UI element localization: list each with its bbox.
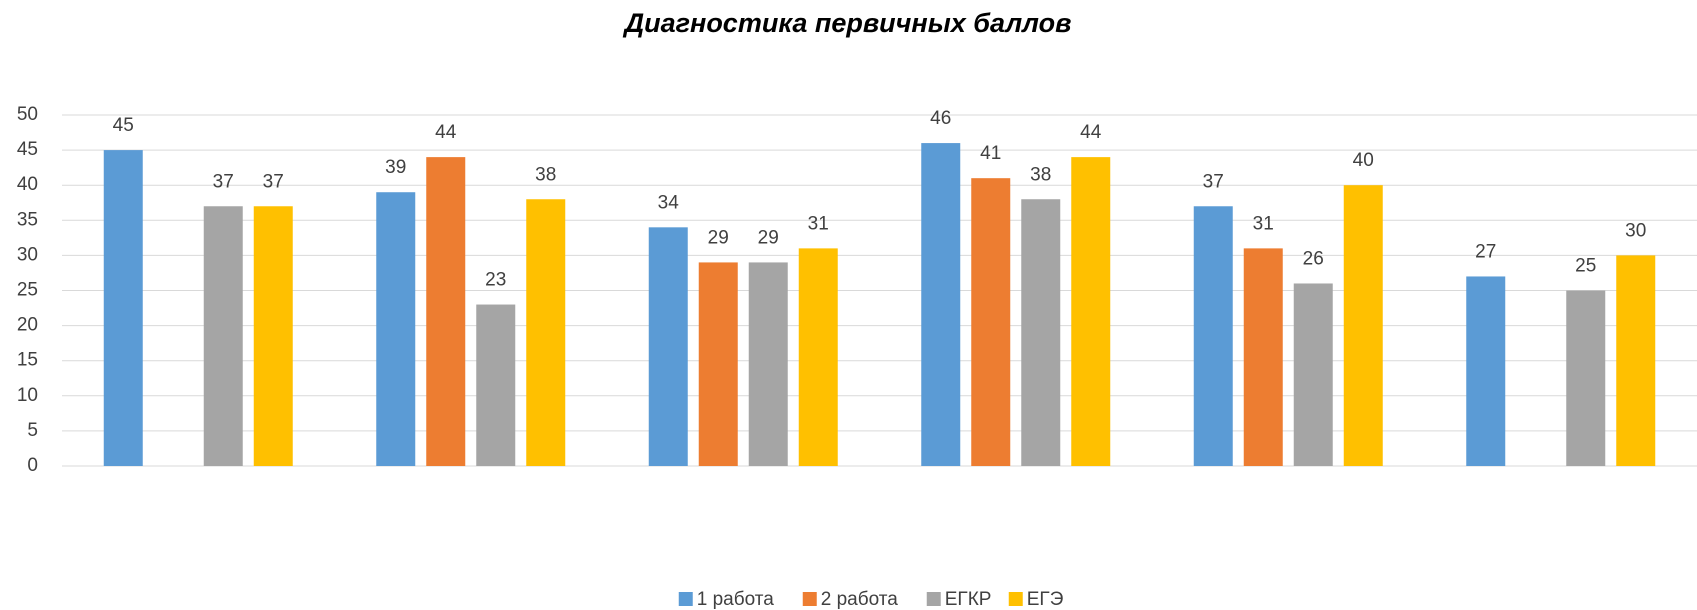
bar [1616, 255, 1656, 466]
legend-label: 1 работа [697, 589, 775, 610]
bar [971, 178, 1011, 466]
data-label: 25 [1575, 256, 1596, 277]
y-tick-label: 25 [17, 280, 38, 301]
data-label: 37 [1203, 171, 1224, 192]
bar [476, 304, 516, 466]
legend-label: ЕГКР [945, 589, 992, 610]
legend-label: ЕГЭ [1027, 589, 1064, 610]
bar [1021, 199, 1061, 467]
y-tick-label: 30 [17, 244, 38, 265]
chart-title: Диагностика первичных баллов [623, 8, 1072, 38]
data-label: 41 [980, 143, 1001, 164]
data-label: 30 [1625, 220, 1646, 241]
data-label: 31 [1253, 213, 1274, 234]
bar [1293, 283, 1333, 466]
y-tick-label: 5 [27, 420, 38, 441]
bar [798, 248, 838, 466]
bar [1466, 276, 1506, 466]
data-label: 46 [930, 108, 951, 129]
legend-label: 2 работа [821, 589, 899, 610]
bar [648, 227, 688, 466]
bar [526, 199, 566, 467]
bar [376, 192, 416, 466]
y-tick-label: 0 [27, 455, 38, 476]
bar [103, 150, 143, 466]
data-label: 26 [1303, 248, 1324, 269]
data-label: 44 [1080, 122, 1102, 143]
bar [748, 262, 788, 466]
data-label: 37 [213, 171, 234, 192]
legend-swatch [678, 592, 693, 606]
y-tick-label: 20 [17, 315, 38, 336]
bar [1243, 248, 1283, 466]
bar [203, 206, 243, 466]
data-label: 45 [113, 115, 134, 136]
legend-swatch [926, 592, 941, 606]
data-label: 27 [1475, 241, 1496, 262]
legend-swatch [802, 592, 817, 606]
y-tick-label: 15 [17, 350, 38, 371]
data-label: 31 [808, 213, 829, 234]
bar [698, 262, 738, 466]
legend-swatch [1008, 592, 1023, 606]
y-tick-label: 40 [17, 174, 38, 195]
y-tick-label: 10 [17, 385, 38, 406]
data-label: 29 [708, 227, 729, 248]
bar [1193, 206, 1233, 466]
bar [921, 143, 961, 466]
data-label: 34 [658, 192, 680, 213]
data-label: 37 [263, 171, 284, 192]
y-tick-label: 45 [17, 139, 38, 160]
data-label: 23 [485, 270, 506, 291]
y-tick-label: 50 [17, 104, 38, 125]
bar [426, 157, 466, 466]
data-label: 39 [385, 157, 406, 178]
bar [1343, 185, 1383, 466]
bar [1566, 290, 1606, 466]
data-label: 44 [435, 122, 457, 143]
data-label: 38 [1030, 164, 1051, 185]
data-label: 38 [535, 164, 556, 185]
data-label: 40 [1353, 150, 1374, 171]
y-tick-label: 35 [17, 209, 38, 230]
data-label: 29 [758, 227, 779, 248]
bar [253, 206, 293, 466]
bar [1071, 157, 1111, 466]
